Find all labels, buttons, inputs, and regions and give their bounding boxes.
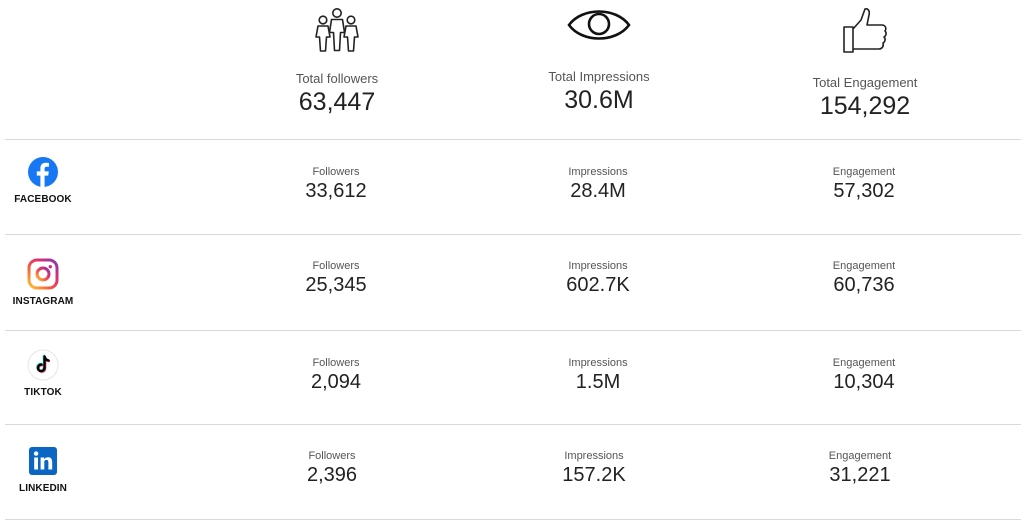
platform-row-linkedin: LINKEDIN Followers 2,396 Impressions 157… [0,425,1024,520]
impressions-value: 28.4M [570,180,626,202]
engagement-label: Engagement [828,450,892,462]
total-impressions-value: 30.6M [564,86,634,114]
platform-facebook: FACEBOOK [0,156,86,205]
followers-label: Followers [312,357,360,369]
engagement-metric: Engagement 60,736 [764,260,964,297]
impressions-label: Impressions [564,450,624,462]
platform-row-facebook: FACEBOOK Followers 33,612 Impressions 28… [0,140,1024,235]
impressions-value: 157.2K [562,464,626,486]
impressions-metric: Impressions 28.4M [498,166,698,203]
impressions-value: 1.5M [575,371,621,393]
divider [5,139,1021,140]
total-engagement-value: 154,292 [819,92,911,120]
engagement-value: 60,736 [833,274,895,296]
impressions-metric: Impressions 1.5M [498,357,698,394]
impressions-label: Impressions [568,357,628,369]
followers-value: 25,345 [305,274,367,296]
divider [5,519,1021,520]
engagement-metric: Engagement 57,302 [764,166,964,203]
platform-name: LINKEDIN [18,483,68,494]
platform-row-tiktok: TIKTOK Followers 2,094 Impressions 1.5M … [0,331,1024,426]
followers-label: Followers [312,260,360,272]
linkedin-icon [29,447,57,475]
thumbs-up-icon [843,8,887,53]
platform-instagram: INSTAGRAM [0,258,86,307]
followers-label: Followers [312,166,360,178]
platform-tiktok: TIKTOK [0,349,86,398]
impressions-label: Impressions [568,166,628,178]
engagement-value: 31,221 [829,464,891,486]
engagement-value: 10,304 [833,371,895,393]
platform-linkedin: LINKEDIN [0,445,86,494]
summary-followers: Total followers 63,447 [227,5,447,116]
eye-icon [567,10,631,40]
facebook-icon [28,157,58,187]
engagement-label: Engagement [832,260,896,272]
tiktok-icon [27,349,59,381]
impressions-value: 602.7K [566,274,630,296]
divider [5,330,1021,331]
followers-metric: Followers 33,612 [236,166,436,203]
impressions-label: Impressions [568,260,628,272]
platform-row-instagram: INSTAGRAM Followers 25,345 Impressions 6… [0,235,1024,330]
followers-metric: Followers 2,094 [236,357,436,394]
divider [5,234,1021,235]
engagement-label: Engagement [832,166,896,178]
summary-impressions: Total Impressions 30.6M [489,5,709,114]
followers-metric: Followers 2,396 [232,450,432,487]
followers-value: 2,094 [310,371,362,393]
total-followers-label: Total followers [295,71,379,86]
engagement-value: 57,302 [833,180,895,202]
engagement-metric: Engagement 10,304 [764,357,964,394]
followers-metric: Followers 25,345 [236,260,436,297]
summary-engagement: Total Engagement 154,292 [755,5,975,120]
followers-value: 2,396 [306,464,358,486]
impressions-metric: Impressions 157.2K [494,450,694,487]
platform-name: INSTAGRAM [12,296,74,307]
engagement-label: Engagement [832,357,896,369]
platform-name: FACEBOOK [14,194,72,205]
instagram-icon [27,258,59,290]
platform-name: TIKTOK [24,387,62,398]
people-icon [315,8,359,52]
followers-value: 33,612 [305,180,367,202]
followers-label: Followers [308,450,356,462]
total-impressions-label: Total Impressions [548,69,650,84]
engagement-metric: Engagement 31,221 [760,450,960,487]
total-engagement-label: Total Engagement [812,75,918,90]
total-followers-value: 63,447 [298,88,376,116]
impressions-metric: Impressions 602.7K [498,260,698,297]
divider [5,424,1021,425]
